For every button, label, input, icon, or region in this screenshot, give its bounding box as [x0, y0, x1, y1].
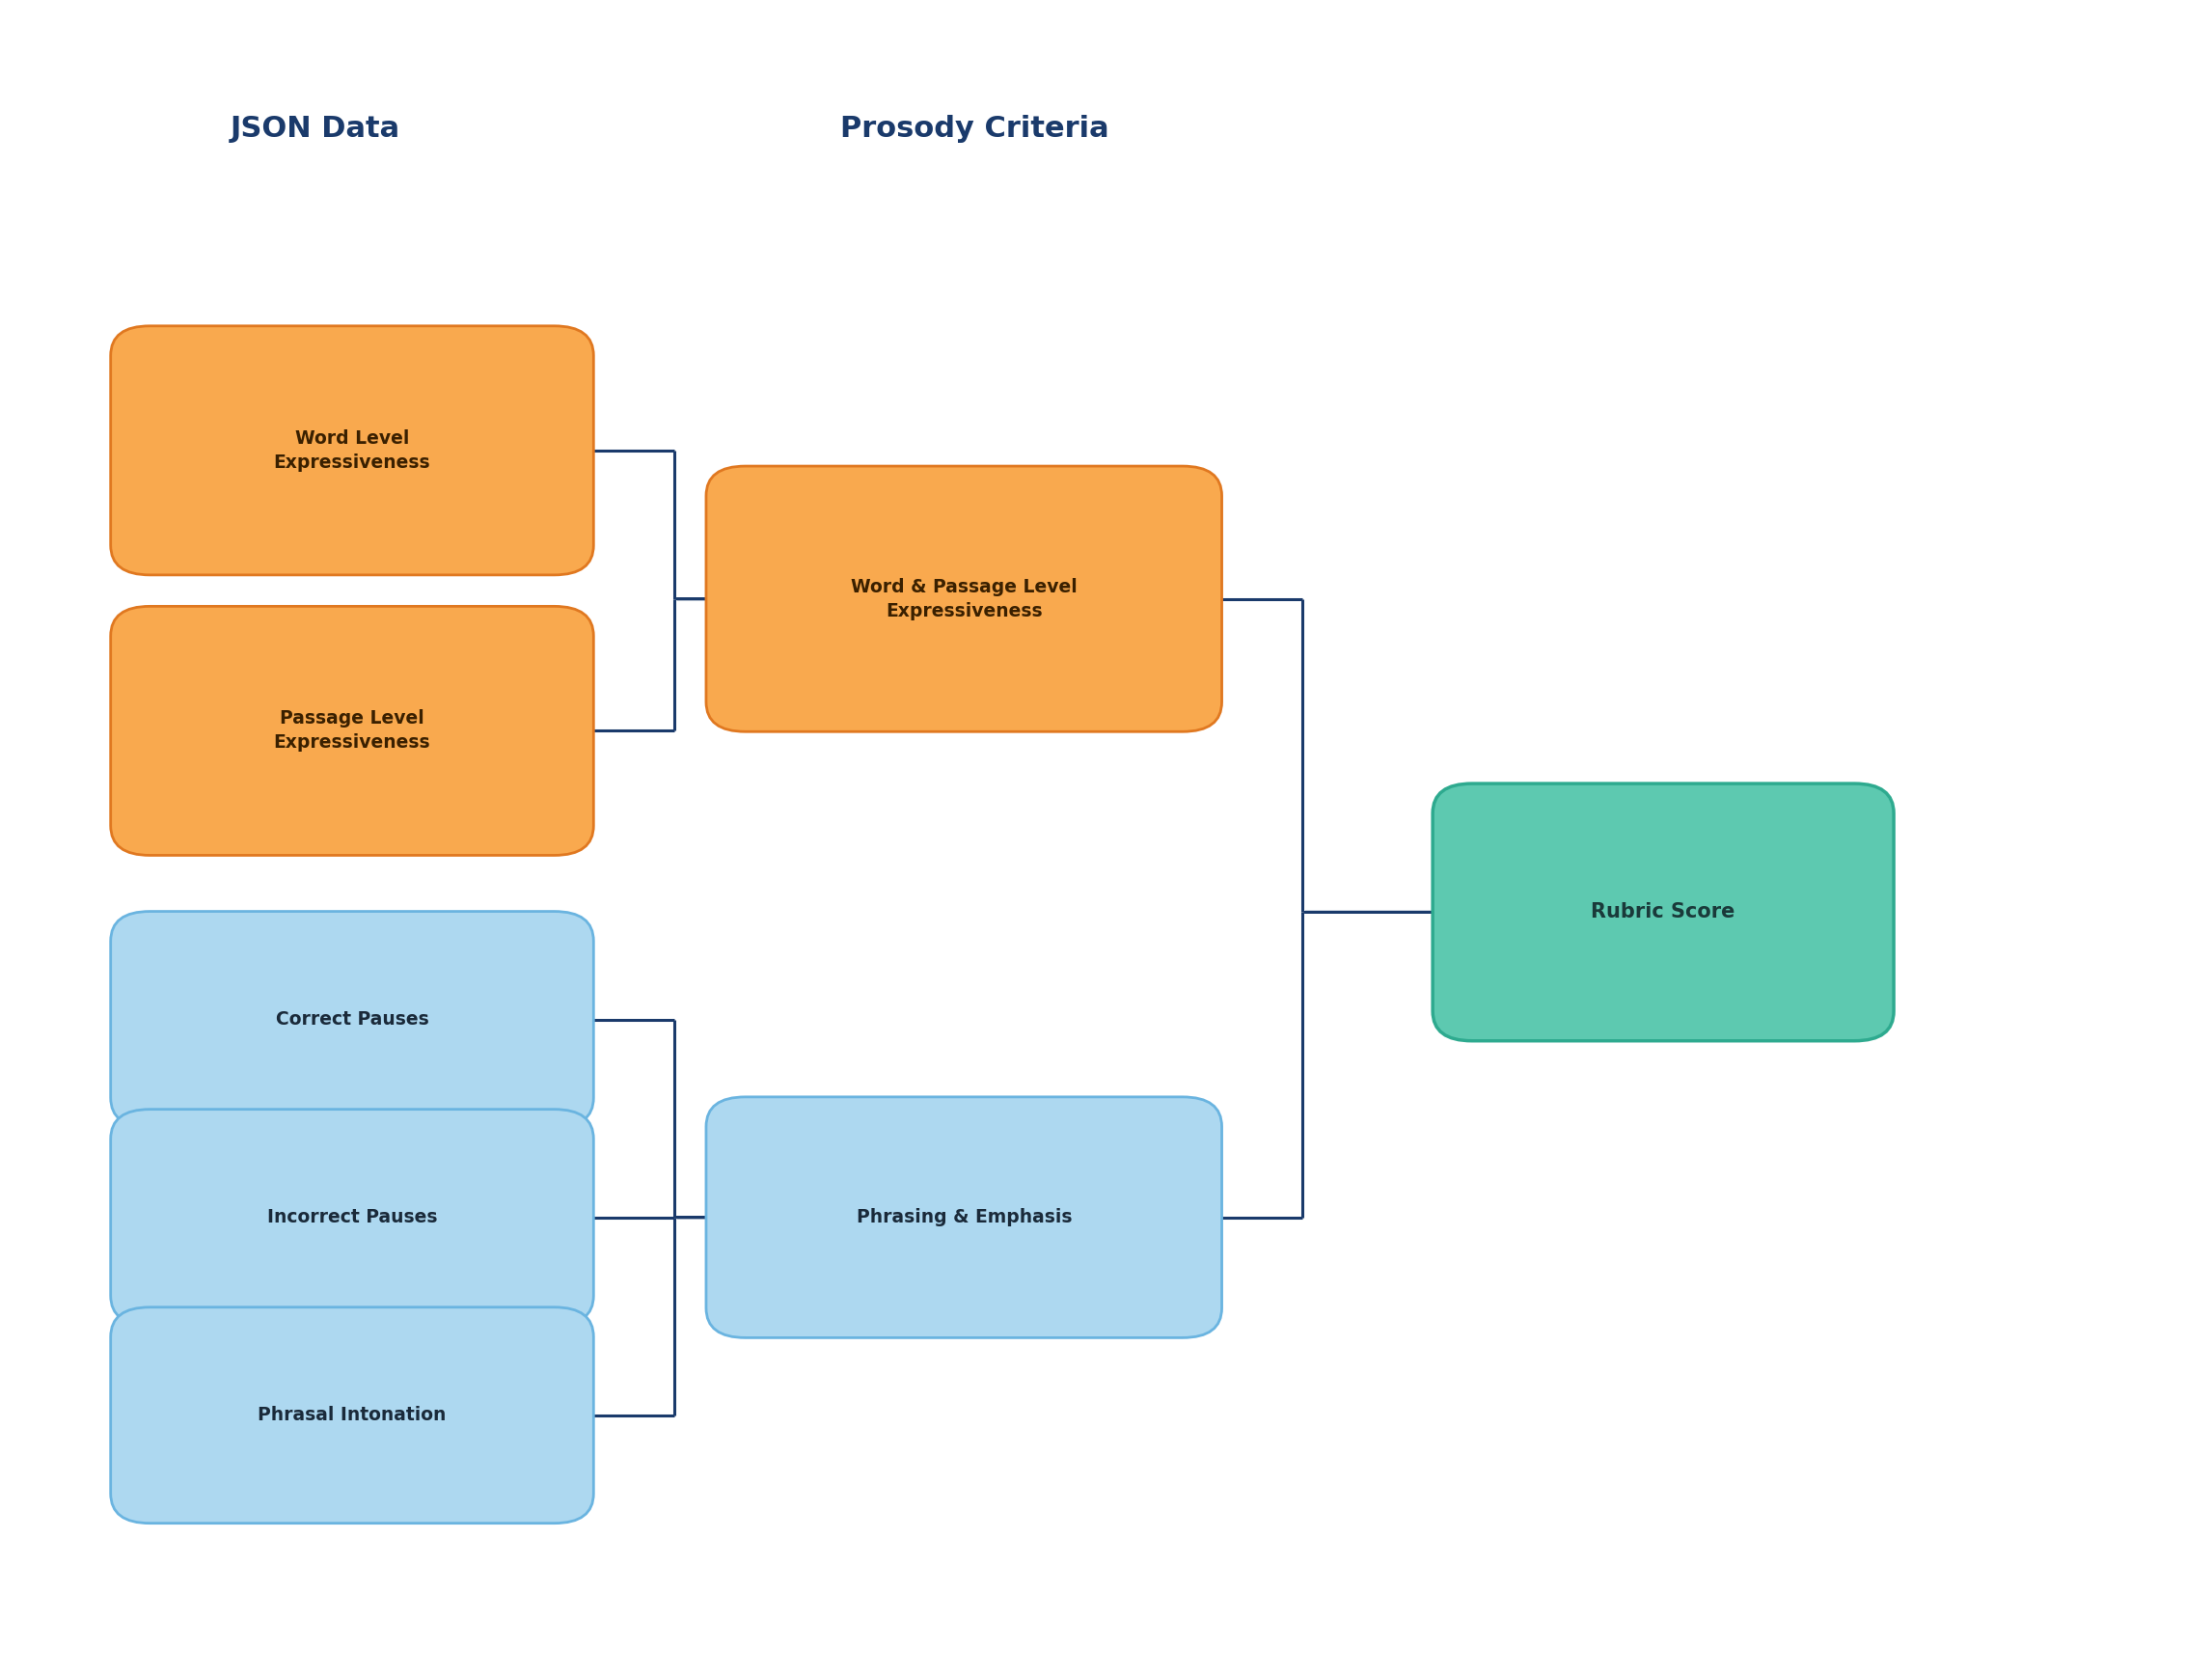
Text: Correct Pauses: Correct Pauses: [276, 1011, 429, 1029]
FancyBboxPatch shape: [111, 1307, 593, 1523]
FancyBboxPatch shape: [111, 1110, 593, 1326]
FancyBboxPatch shape: [111, 325, 593, 575]
FancyBboxPatch shape: [706, 466, 1221, 732]
Text: Word & Passage Level
Expressiveness: Word & Passage Level Expressiveness: [852, 578, 1077, 620]
Text: Prosody Criteria: Prosody Criteria: [841, 116, 1108, 142]
Text: Phrasing & Emphasis: Phrasing & Emphasis: [856, 1208, 1073, 1227]
FancyBboxPatch shape: [111, 912, 593, 1128]
Text: Passage Level
Expressiveness: Passage Level Expressiveness: [274, 709, 431, 753]
FancyBboxPatch shape: [706, 1096, 1221, 1337]
Text: JSON Data: JSON Data: [230, 116, 400, 142]
FancyBboxPatch shape: [1433, 784, 1893, 1041]
Text: Incorrect Pauses: Incorrect Pauses: [268, 1208, 438, 1227]
Text: Rubric Score: Rubric Score: [1590, 903, 1734, 922]
Text: Phrasal Intonation: Phrasal Intonation: [259, 1406, 447, 1425]
Text: Word Level
Expressiveness: Word Level Expressiveness: [274, 429, 431, 471]
FancyBboxPatch shape: [111, 607, 593, 855]
